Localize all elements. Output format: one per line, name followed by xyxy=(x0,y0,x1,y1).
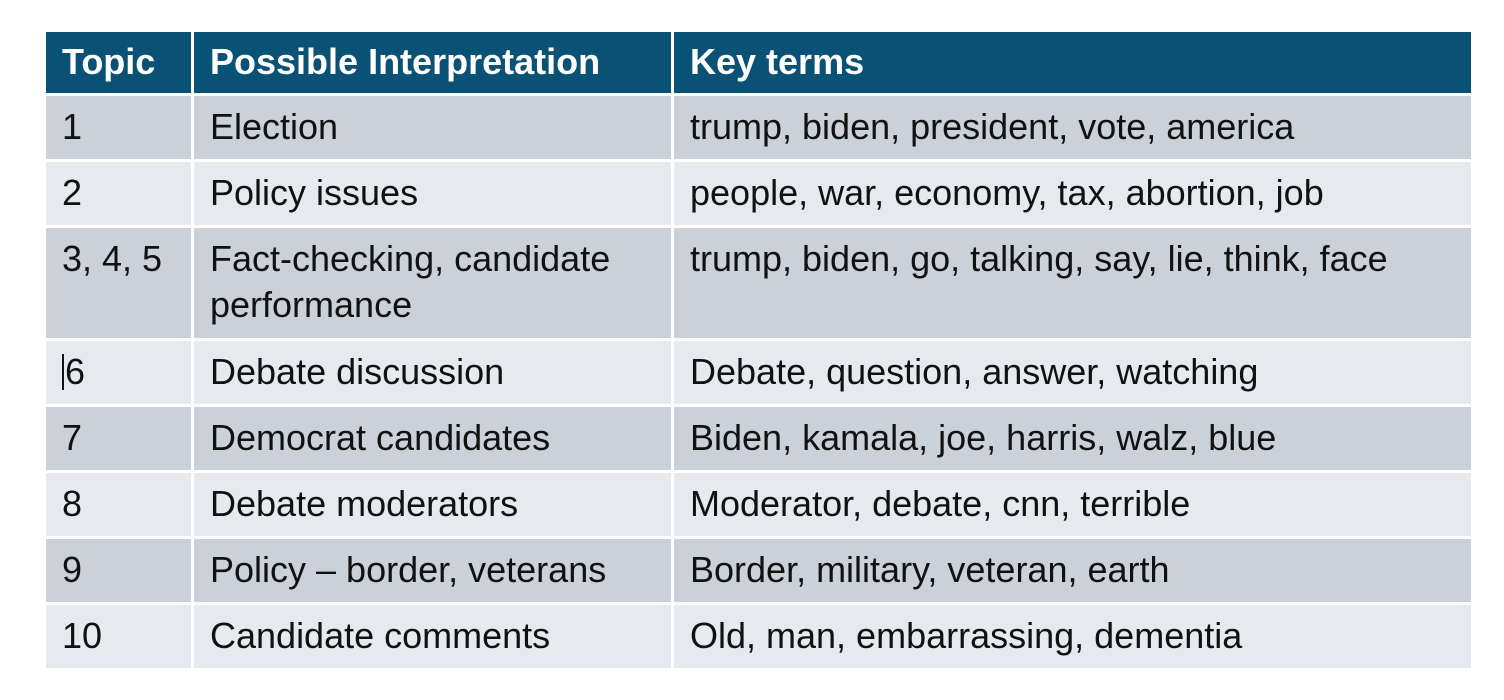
topic-cell: 9 xyxy=(46,539,194,602)
text-cursor xyxy=(62,354,64,390)
key-terms-cell: trump, biden, go, talking, say, lie, thi… xyxy=(674,228,1471,338)
topic-cell: 2 xyxy=(46,162,194,225)
table-row: 3, 4, 5 Fact-checking, candidate perform… xyxy=(46,228,1471,341)
table-row: 10 Candidate comments Old, man, embarras… xyxy=(46,605,1471,668)
key-terms-cell: Debate, question, answer, watching xyxy=(674,341,1471,404)
table-header-row: Topic Possible Interpretation Key terms xyxy=(46,32,1471,96)
interpretation-cell: Fact-checking, candidate performance xyxy=(194,228,674,338)
topic-cell: 1 xyxy=(46,96,194,159)
header-key-terms: Key terms xyxy=(674,32,1471,93)
interpretation-cell: Election xyxy=(194,96,674,159)
topic-cell: 10 xyxy=(46,605,194,668)
topic-cell[interactable]: 6 xyxy=(46,341,194,404)
topic-cell-text: 6 xyxy=(65,351,86,392)
interpretation-cell: Debate moderators xyxy=(194,473,674,536)
header-possible-interpretation: Possible Interpretation xyxy=(194,32,674,93)
interpretation-cell: Democrat candidates xyxy=(194,407,674,470)
topics-table: Topic Possible Interpretation Key terms … xyxy=(46,32,1471,668)
topic-cell: 8 xyxy=(46,473,194,536)
interpretation-cell: Debate discussion xyxy=(194,341,674,404)
table-row: 6 Debate discussion Debate, question, an… xyxy=(46,341,1471,407)
table-row: 2 Policy issues people, war, economy, ta… xyxy=(46,162,1471,228)
table-row: 9 Policy – border, veterans Border, mili… xyxy=(46,539,1471,605)
header-topic: Topic xyxy=(46,32,194,93)
key-terms-cell: trump, biden, president, vote, america xyxy=(674,96,1471,159)
table-row: 7 Democrat candidates Biden, kamala, joe… xyxy=(46,407,1471,473)
key-terms-cell: Biden, kamala, joe, harris, walz, blue xyxy=(674,407,1471,470)
table-row: 1 Election trump, biden, president, vote… xyxy=(46,96,1471,162)
topic-cell: 3, 4, 5 xyxy=(46,228,194,338)
topic-cell: 7 xyxy=(46,407,194,470)
table-row: 8 Debate moderators Moderator, debate, c… xyxy=(46,473,1471,539)
interpretation-cell: Policy issues xyxy=(194,162,674,225)
key-terms-cell: Old, man, embarrassing, dementia xyxy=(674,605,1471,668)
interpretation-cell: Candidate comments xyxy=(194,605,674,668)
key-terms-cell: Moderator, debate, cnn, terrible xyxy=(674,473,1471,536)
key-terms-cell: Border, military, veteran, earth xyxy=(674,539,1471,602)
interpretation-cell: Policy – border, veterans xyxy=(194,539,674,602)
key-terms-cell: people, war, economy, tax, abortion, job xyxy=(674,162,1471,225)
